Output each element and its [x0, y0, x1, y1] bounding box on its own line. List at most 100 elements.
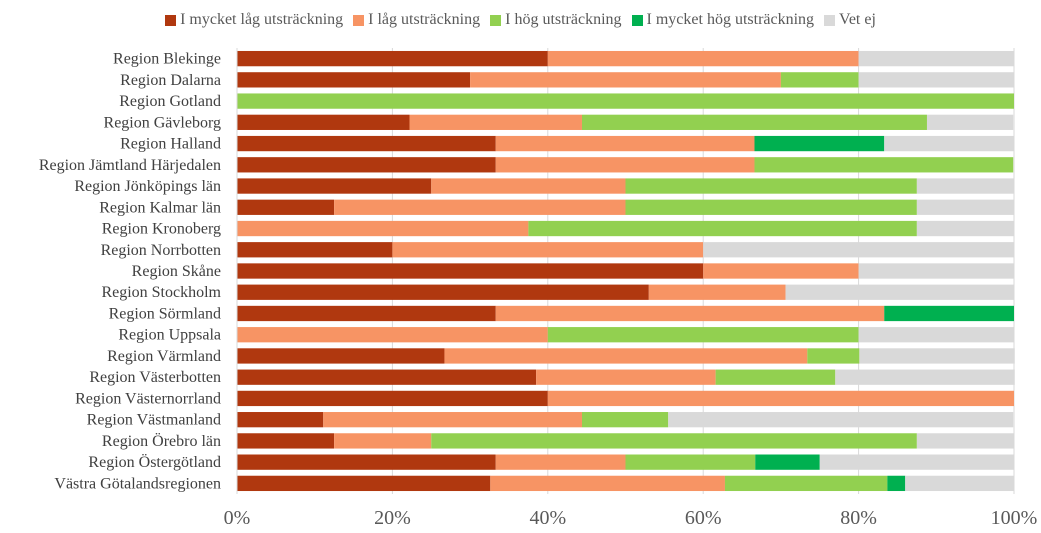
bar-segment — [334, 433, 432, 449]
bar-segment — [495, 305, 885, 322]
bar-segment — [237, 327, 548, 343]
bar-segment — [392, 242, 704, 258]
bar-segment — [547, 390, 1014, 407]
bar-segment — [547, 50, 859, 67]
legend-item: I mycket hög utsträckning — [631, 11, 814, 29]
category-label: Region Västernorrland — [75, 390, 221, 407]
bar-segment — [858, 72, 1014, 88]
bar-segment — [444, 348, 808, 364]
bar-segment — [495, 135, 755, 152]
bar-segment — [237, 263, 704, 279]
bar-segment — [755, 454, 820, 470]
category-label: Region Västerbotten — [89, 369, 221, 386]
bar-segment — [495, 157, 755, 173]
x-tick-label: 100% — [991, 507, 1038, 529]
category-label: Region Halland — [120, 136, 221, 153]
category-label: Region Västmanland — [87, 412, 221, 429]
x-tick-label: 40% — [529, 507, 566, 529]
category-label: Region Skåne — [132, 263, 221, 280]
bar-segment — [495, 454, 626, 470]
bar-segment — [807, 348, 860, 364]
bar-segment — [884, 135, 1014, 152]
bar-segment — [323, 412, 582, 428]
category-label: Region Norrbotten — [101, 242, 221, 259]
bar-segment — [237, 199, 335, 215]
bar-segment — [237, 135, 496, 152]
bar-segment — [905, 475, 1014, 492]
legend-label: I mycket låg utsträckning — [180, 11, 344, 28]
category-label: Region Kronoberg — [102, 221, 221, 238]
category-label: Region Östergötland — [88, 453, 221, 471]
bar-segment — [431, 178, 626, 194]
category-label: Region Örebro län — [102, 432, 221, 450]
x-tick-label: 20% — [374, 507, 411, 529]
bar-segment — [819, 454, 1014, 470]
bar-segment — [237, 50, 548, 67]
bar-segment — [884, 305, 1014, 322]
legend-swatch — [824, 14, 836, 26]
bar-segment — [237, 157, 496, 173]
bar-segment — [648, 284, 786, 300]
bar-segment — [237, 93, 1014, 109]
x-tick-label: 80% — [840, 507, 877, 529]
legend-label: I hög utsträckning — [505, 11, 622, 28]
legend-item: Vet ej — [824, 11, 876, 29]
legend-swatch — [490, 14, 502, 26]
category-label: Region Stockholm — [101, 284, 221, 301]
bar-segment — [916, 178, 1014, 194]
bar-segment — [724, 475, 888, 492]
category-label: Region Värmland — [107, 348, 221, 365]
legend-swatch — [353, 14, 365, 26]
bar-segment — [858, 50, 1014, 67]
bar-segment — [470, 72, 781, 88]
x-tick-label: 60% — [685, 507, 722, 529]
category-label: Västra Götalandsregionen — [54, 475, 221, 492]
bar-segment — [237, 220, 529, 237]
category-label: Region Kalmar län — [99, 199, 221, 216]
legend-item: I mycket låg utsträckning — [165, 11, 343, 29]
bar-segment — [237, 178, 432, 194]
category-label: Region Jämtland Härjedalen — [39, 157, 221, 174]
bar-segment — [547, 327, 859, 343]
bar-segment — [536, 369, 716, 385]
bar-segment — [237, 72, 471, 88]
bar-segment — [835, 369, 1015, 385]
bar-segment — [625, 454, 756, 470]
bar-segment — [754, 157, 1014, 173]
category-label: Region Blekinge — [113, 51, 221, 68]
bar-segment — [625, 199, 917, 215]
bar-segment — [237, 369, 537, 385]
bar-segment — [916, 199, 1014, 215]
bar-segment — [780, 72, 859, 88]
bar-segment — [916, 220, 1014, 237]
bar-segment — [887, 475, 906, 492]
bar-segment — [926, 114, 1014, 130]
bar-segment — [334, 199, 626, 215]
bar-segment — [237, 284, 649, 300]
bar-segment — [703, 263, 859, 279]
bar-segment — [858, 263, 1014, 279]
bar-segment — [237, 114, 410, 130]
bar-segment — [237, 242, 393, 258]
bar-segment — [237, 454, 496, 470]
bar-segment — [625, 178, 917, 194]
bar-segment — [785, 284, 1014, 300]
category-label: Region Gotland — [119, 93, 221, 110]
legend-item: I hög utsträckning — [490, 11, 622, 29]
bar-segment — [581, 114, 927, 130]
bar-segment — [581, 412, 669, 428]
bar-segment — [237, 305, 496, 322]
bar-segment — [237, 390, 548, 407]
bar-segment — [916, 433, 1014, 449]
bar-segment — [237, 348, 445, 364]
category-label: Region Jönköpings län — [74, 178, 221, 195]
bar-segment — [490, 475, 725, 492]
bar-segment — [703, 242, 1014, 258]
bar-segment — [237, 412, 324, 428]
legend-label: Vet ej — [839, 11, 876, 28]
legend-swatch — [165, 14, 177, 26]
bar-segment — [858, 327, 1014, 343]
bar-segment — [715, 369, 836, 385]
category-label: Region Uppsala — [118, 327, 221, 344]
x-tick-label: 0% — [224, 507, 251, 529]
